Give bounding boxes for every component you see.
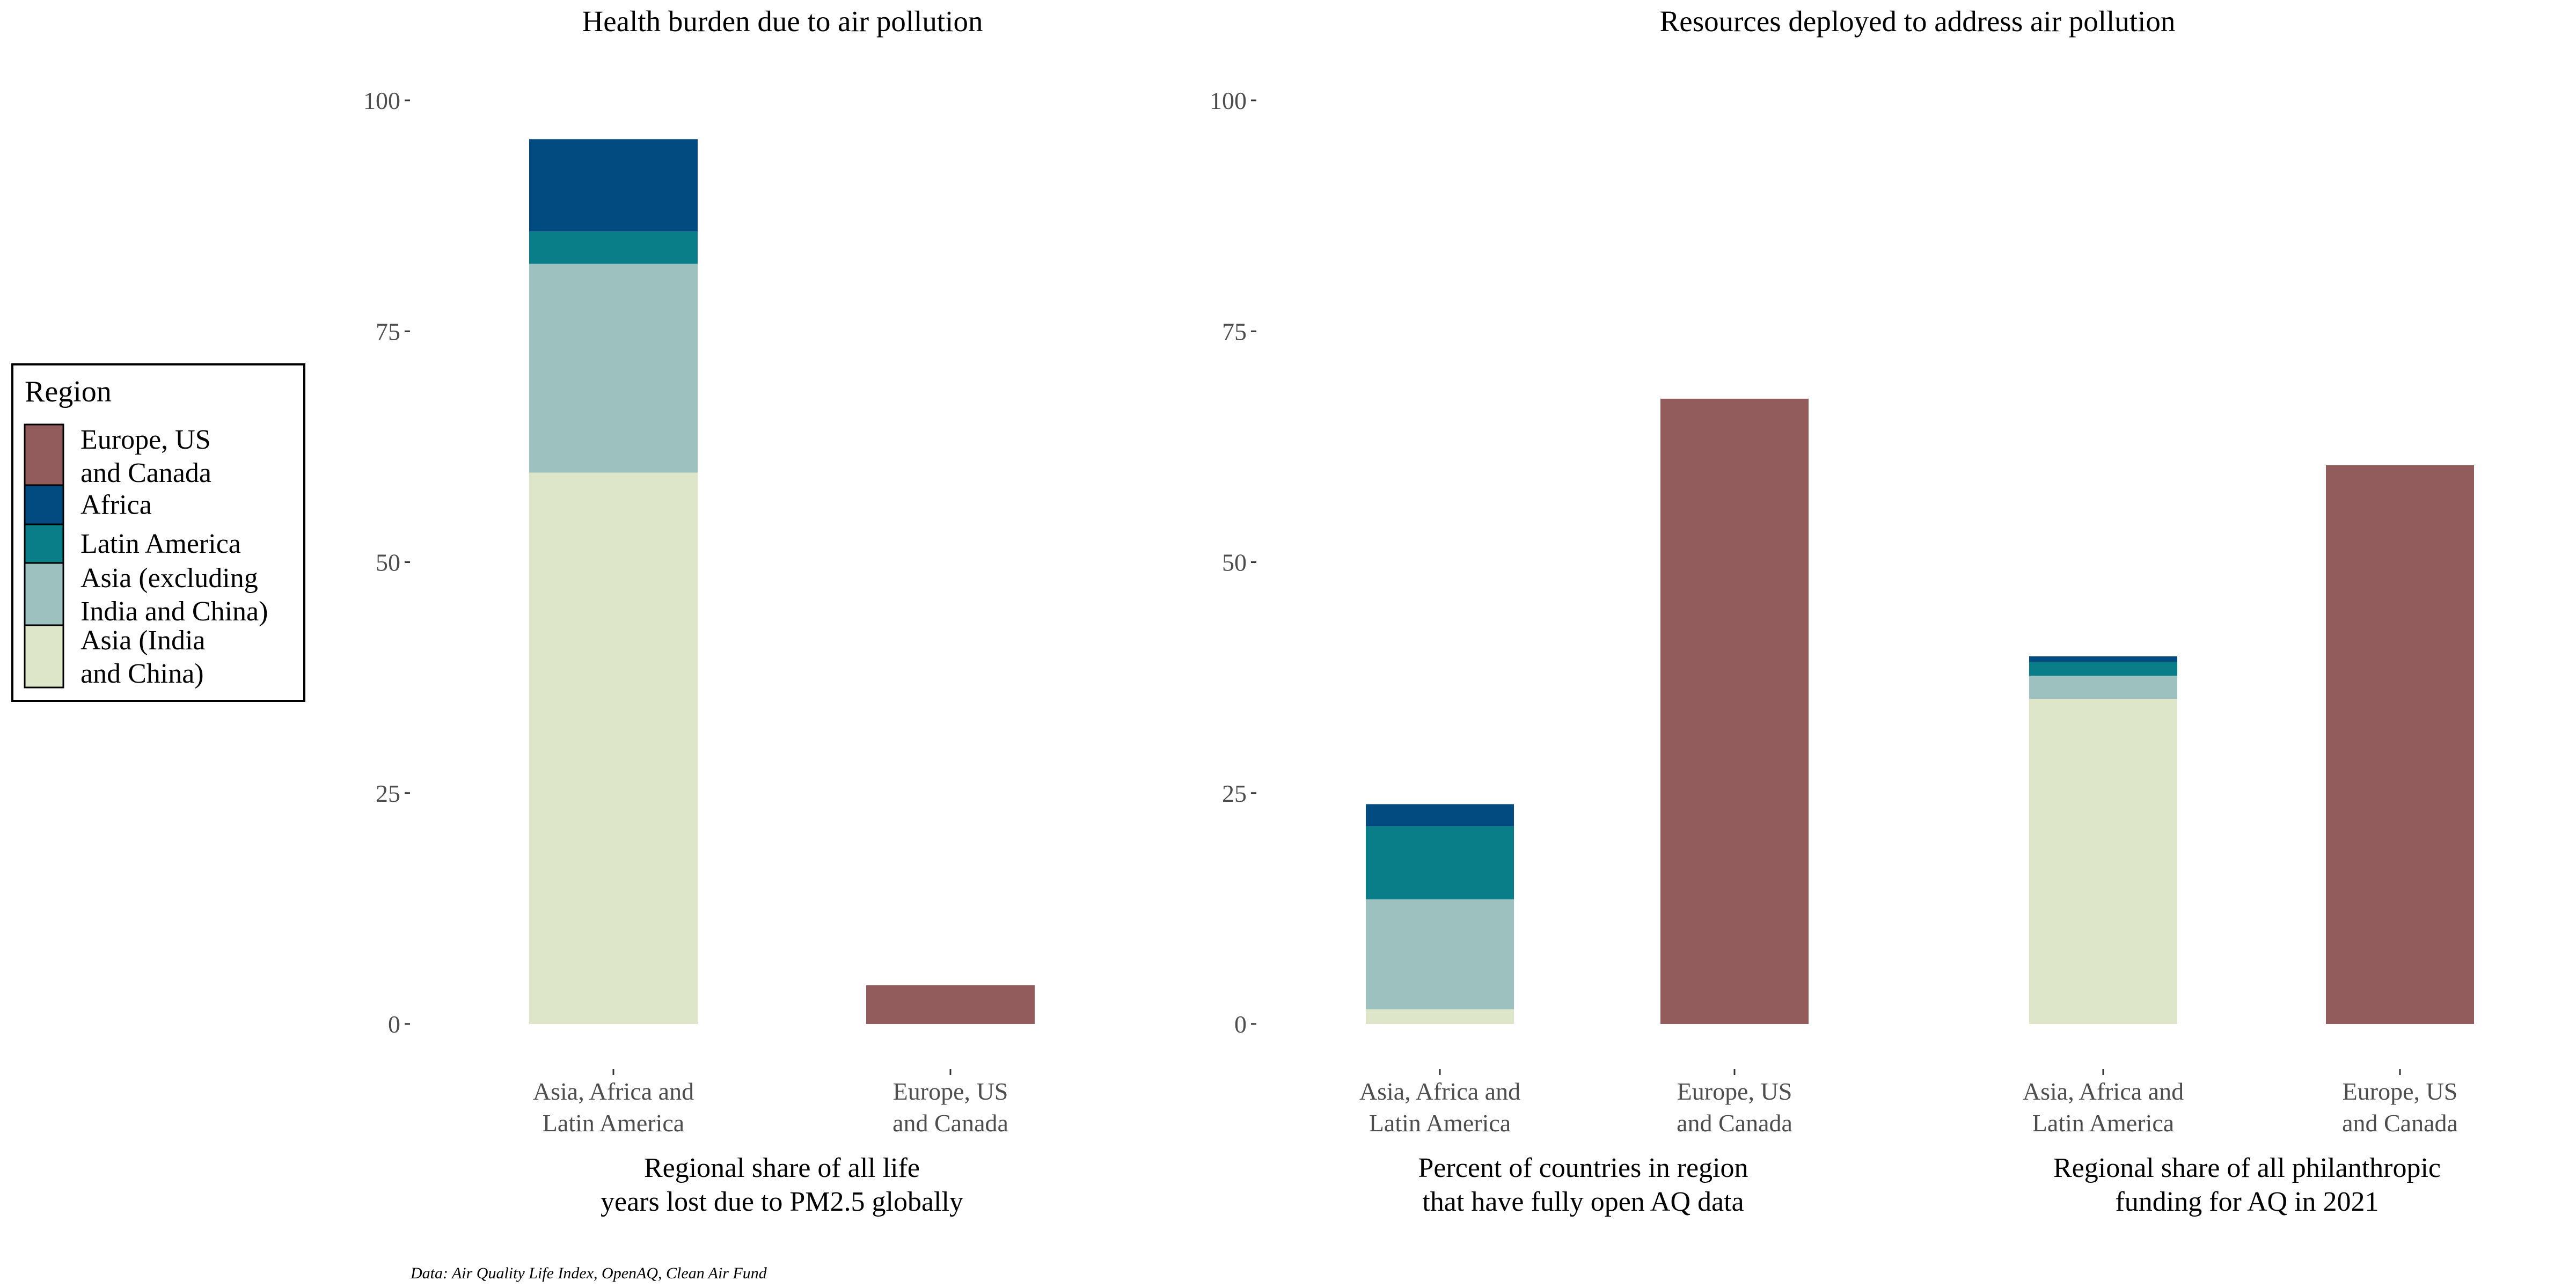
bar-segment-asia_ex (2029, 676, 2177, 699)
legend-label: Asia (India and China) (80, 625, 205, 689)
y-tick-label: 50 (376, 549, 400, 576)
legend-label: Latin America (80, 529, 241, 559)
bar-segment-asia_ic (1366, 1009, 1514, 1024)
x-tick-label: Europe, US and Canada (2342, 1078, 2458, 1137)
legend-label: Asia (excluding India and China) (80, 563, 268, 627)
bar-segment-eu (1660, 398, 1809, 1024)
y-tick-label: 75 (376, 318, 400, 345)
x-axis-label: Percent of countries in region that have … (1418, 1153, 1748, 1217)
y-tick-label: 25 (1222, 780, 1247, 807)
data-source-caption: Data: Air Quality Life Index, OpenAQ, Cl… (410, 1264, 767, 1282)
bar-segment-latam (529, 231, 698, 264)
bar-segment-asia_ic (2029, 699, 2177, 1024)
bar-segment-asia_ex (529, 264, 698, 473)
y-tick-label: 0 (388, 1011, 400, 1038)
bar-segment-asia_ic (529, 472, 698, 1024)
legend-key-eu (24, 423, 64, 486)
bar-segment-eu (866, 985, 1035, 1024)
legend-title: Region (25, 375, 112, 408)
bar-segment-africa (1366, 804, 1514, 826)
bar-segment-eu (2326, 465, 2474, 1024)
bar-segment-latam (1366, 826, 1514, 899)
y-tick-label: 0 (1234, 1011, 1247, 1038)
legend-key-asia_ex (24, 562, 64, 626)
x-tick-label: Asia, Africa and Latin America (2023, 1078, 2184, 1137)
x-tick-label: Europe, US and Canada (1677, 1078, 1792, 1137)
legend-key-africa (24, 484, 64, 525)
chart-panels: Health burden due to air pollution 0 25 50 7… (363, 5, 2474, 1217)
chart-panel-2: Resources deployed to address air pollut… (1210, 5, 2474, 1217)
legend-label: Africa (80, 490, 152, 521)
legend-key-asia_ic (24, 624, 64, 689)
y-tick-label: 100 (363, 87, 400, 114)
y-tick-label: 75 (1222, 318, 1247, 345)
y-tick-label: 25 (376, 780, 400, 807)
panel-title: Health burden due to air pollution (582, 5, 983, 38)
bar-segment-latam (2029, 662, 2177, 676)
x-axis-label: Regional share of all philanthropic fundi… (2053, 1153, 2441, 1217)
y-tick-label: 100 (1210, 87, 1247, 114)
x-tick-label: Asia, Africa and Latin America (533, 1078, 694, 1137)
legend-key-latam (24, 523, 64, 564)
x-tick-label: Asia, Africa and Latin America (1359, 1078, 1520, 1137)
chart-panel-1: Health burden due to air pollution 0 25 50 7… (363, 5, 1035, 1217)
panel-title: Resources deployed to address air pollut… (1660, 5, 2176, 38)
y-tick-label: 50 (1222, 549, 1247, 576)
bar-segment-africa (2029, 656, 2177, 662)
x-tick-label: Europe, US and Canada (892, 1078, 1008, 1137)
bar-segment-africa (529, 139, 698, 232)
bar-segment-asia_ex (1366, 899, 1514, 1009)
legend-label: Europe, US and Canada (80, 425, 211, 488)
x-axis-label: Regional share of all life years lost due… (601, 1153, 963, 1217)
